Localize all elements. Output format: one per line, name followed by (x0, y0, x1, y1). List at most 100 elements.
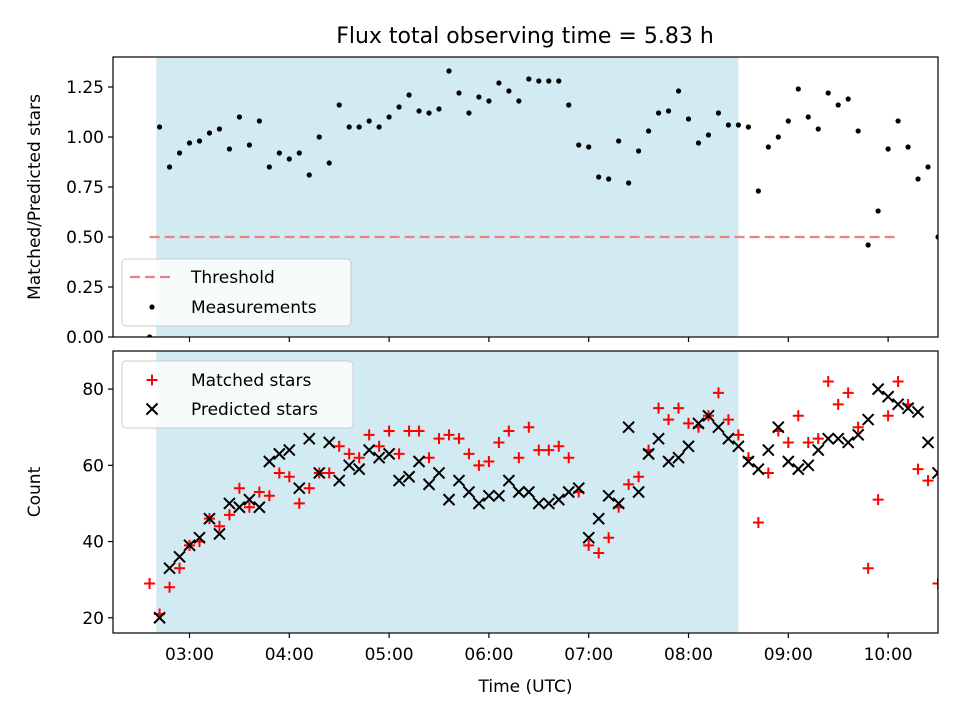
matched-star-point (433, 433, 445, 445)
measurement-point (176, 150, 183, 156)
measurement-point (146, 334, 153, 337)
matched-star-point (423, 452, 435, 464)
predicted-star-point (682, 440, 695, 453)
matched-star-point (822, 375, 834, 387)
matched-star-point (443, 429, 455, 441)
measurement-point (526, 76, 532, 82)
measurement-point (546, 78, 552, 84)
predicted-star-point (422, 478, 436, 491)
predicted-star-point (372, 451, 386, 464)
matched-star-point (513, 452, 525, 464)
matched-star-point (503, 425, 515, 437)
matched-star-point (932, 577, 938, 589)
predicted-star-point (692, 417, 705, 430)
predicted-star-point (831, 432, 845, 445)
matched-star-point (463, 448, 475, 460)
legend-box (121, 258, 352, 327)
predicted-star-point (233, 501, 246, 514)
predicted-star-point (812, 443, 825, 457)
measurement-point (406, 92, 412, 98)
predicted-star-point (392, 474, 406, 487)
matched-star-point (253, 486, 265, 498)
predicted-star-point (452, 474, 466, 487)
measurement-point (715, 110, 722, 116)
predicted-star-point (153, 611, 166, 624)
legend-predicted-label: Predicted stars (191, 400, 318, 420)
x-tick-label: 05:00 (365, 645, 414, 665)
predicted-star-point (742, 455, 755, 468)
predicted-star-point (183, 539, 196, 552)
measurement-point (326, 160, 332, 166)
matched-star-point (812, 433, 824, 445)
predicted-star-point (482, 489, 496, 503)
predicted-star-point (632, 485, 645, 499)
matched-star-point (473, 459, 485, 471)
y-tick-label: 40 (82, 533, 104, 553)
predicted-star-point (223, 497, 236, 510)
predicted-star-point (462, 485, 476, 499)
predicted-star-point (193, 531, 206, 544)
legend: Matched stars Predicted stars (121, 360, 354, 429)
measurement-point (745, 124, 751, 130)
measurement-point (366, 118, 372, 124)
measurement-point (466, 110, 472, 116)
matched-star-point (243, 501, 255, 513)
predicted-star-point (243, 493, 256, 506)
measurement-point (915, 176, 921, 182)
matched-star-point (233, 482, 245, 494)
predicted-star-point (263, 455, 276, 468)
predicted-star-point (722, 432, 735, 445)
x-tick-label: 03:00 (165, 645, 214, 665)
measurement-point (296, 150, 302, 156)
measurement-point (186, 140, 193, 146)
measurement-point (805, 114, 811, 120)
y-tick-label: 80 (82, 380, 104, 400)
y-tick-label: 1.25 (66, 78, 104, 98)
matched-star-point (842, 387, 854, 399)
measurement-point (586, 144, 592, 150)
measurement-point (765, 144, 771, 150)
measurement-point (376, 124, 382, 130)
legend-box (121, 360, 354, 429)
measurement-point (336, 102, 342, 108)
predicted-star-point (582, 531, 595, 544)
measurement-point (825, 90, 831, 96)
matched-star-point (922, 475, 934, 487)
matched-star-point (174, 562, 186, 574)
matched-star-point (543, 444, 555, 456)
measurement-point (506, 88, 512, 94)
matched-star-point (493, 436, 505, 448)
matched-star-point (413, 425, 425, 437)
measurement-point (206, 130, 213, 136)
predicted-star-point (592, 512, 605, 525)
measurement-point (835, 102, 841, 108)
predicted-star-point (412, 455, 426, 468)
matched-star-point (852, 421, 864, 433)
legend-measurements-label: Measurements (191, 298, 317, 318)
y-tick-label: 0.00 (66, 328, 104, 348)
measurement-point (725, 122, 732, 128)
matched-star-point (663, 414, 675, 426)
measurement-point (895, 118, 901, 124)
matched-star-point (373, 440, 385, 452)
predicted-star-point (851, 428, 865, 442)
measurement-point (426, 110, 432, 116)
measurement-point (905, 144, 911, 150)
matched-star-point (363, 429, 375, 441)
legend-matched-label: Matched stars (191, 371, 311, 391)
predicted-star-point (931, 466, 938, 480)
predicted-star-point (442, 493, 456, 506)
predicted-star-point (572, 481, 585, 495)
matched-star-point (583, 539, 595, 551)
measurement-point (626, 180, 632, 186)
measurement-point (356, 124, 362, 130)
predicted-star-point (432, 466, 446, 480)
matched-star-point (722, 414, 734, 426)
predicted-star-point (382, 447, 396, 461)
predicted-star-point (782, 455, 795, 468)
measurement-point (476, 94, 482, 100)
matched-star-point (483, 456, 495, 468)
y-axis-label: Matched/Predicted stars (25, 94, 45, 300)
measurement-point (556, 78, 562, 84)
measurement-point (755, 188, 761, 194)
